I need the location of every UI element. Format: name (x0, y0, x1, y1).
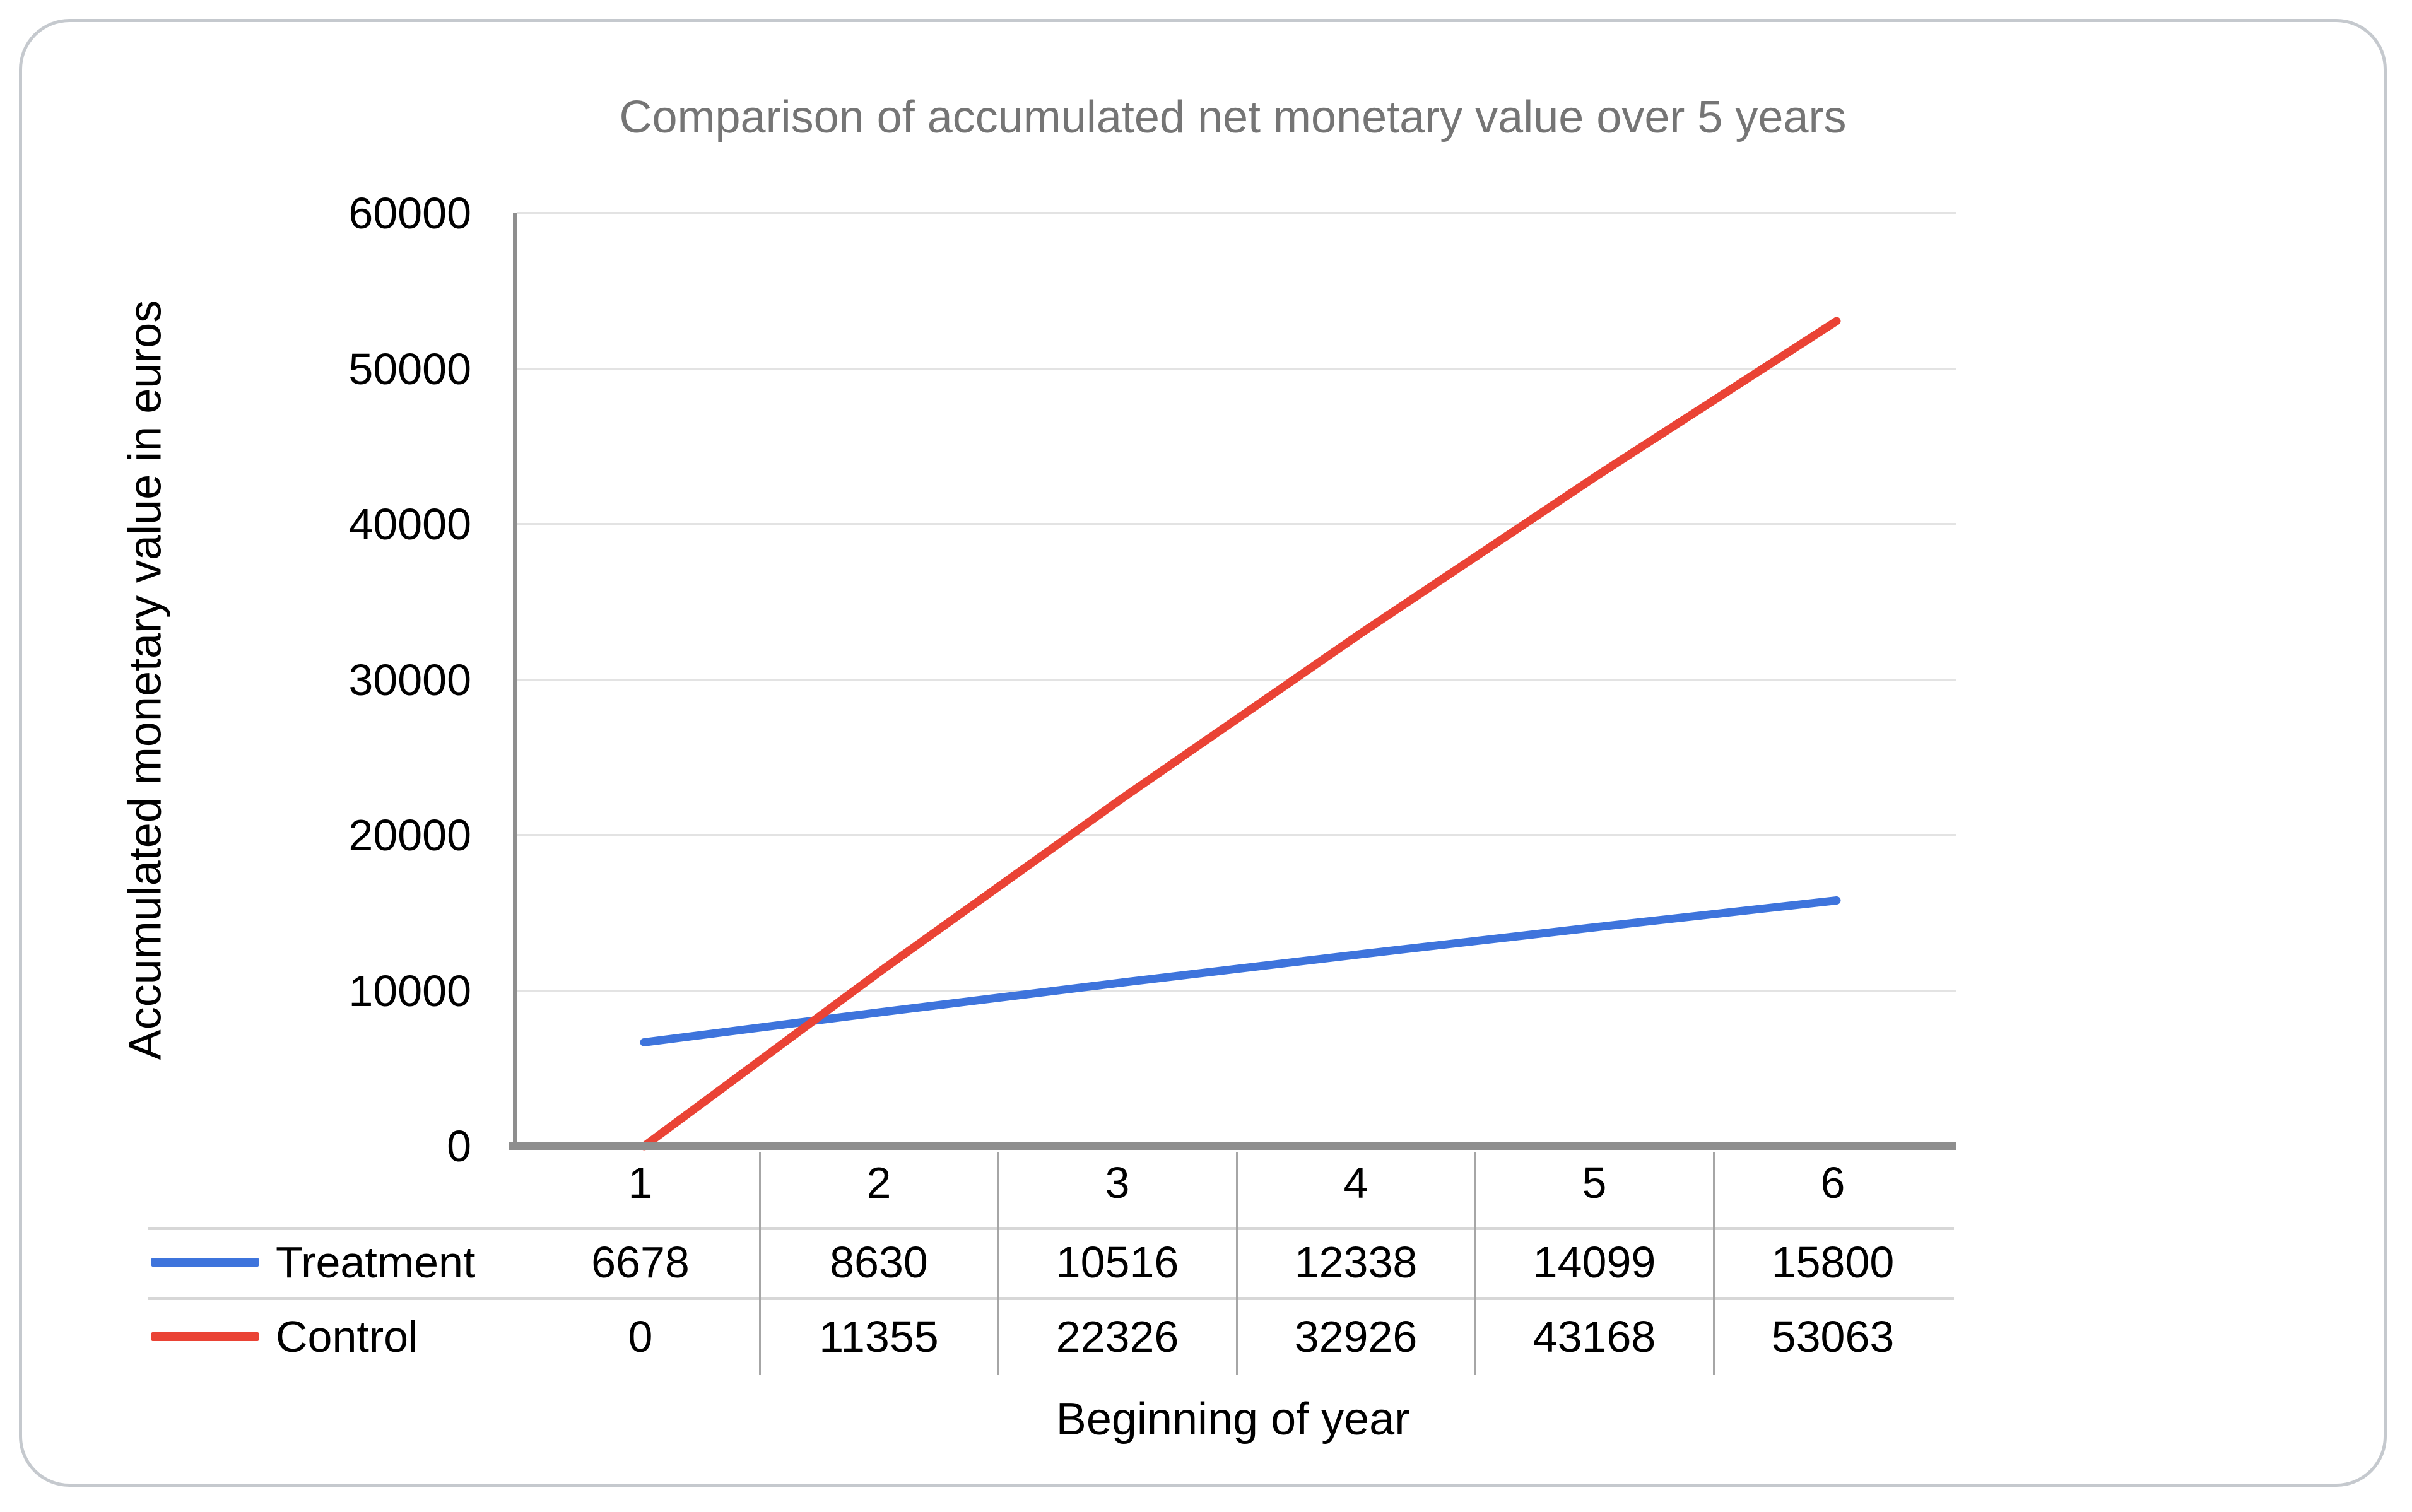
table-cell-control-year2: 11355 (819, 1312, 939, 1361)
table-cell-treatment-year3: 10516 (1056, 1238, 1179, 1287)
x-axis-title: Beginning of year (1056, 1394, 1410, 1445)
gridline-30000 (517, 678, 1956, 681)
x-axis-line (509, 1142, 1956, 1150)
table-row-swatch-control (151, 1332, 259, 1341)
y-axis-title-text: Accumulated monetary value in euros (120, 300, 171, 1060)
gridline-60000 (517, 212, 1956, 214)
chart-card: Comparison of accumulated net monetary v… (19, 19, 2387, 1487)
y-tick-label-10000: 10000 (348, 966, 471, 1016)
table-cell-control-year5: 43168 (1533, 1312, 1656, 1361)
table-column-separator (759, 1152, 761, 1375)
table-row-separator (148, 1297, 1954, 1300)
y-tick-label-40000: 40000 (348, 500, 471, 549)
table-column-separator (997, 1152, 999, 1375)
table-cell-treatment-year2: 8630 (830, 1238, 928, 1287)
gridline-20000 (517, 834, 1956, 836)
x-tick-label-4: 4 (1343, 1158, 1368, 1207)
table-cell-treatment-year5: 14099 (1533, 1238, 1656, 1287)
y-tick-label-0: 0 (447, 1122, 471, 1171)
plot-svg (640, 317, 1841, 1151)
x-tick-label-5: 5 (1582, 1158, 1607, 1207)
gridline-10000 (517, 989, 1956, 992)
x-tick-label-3: 3 (1105, 1158, 1130, 1207)
y-tick-label-20000: 20000 (348, 811, 471, 860)
series-line-treatment (640, 896, 1841, 1046)
y-tick-label-30000: 30000 (348, 655, 471, 705)
chart-title: Comparison of accumulated net monetary v… (619, 92, 1847, 143)
table-cell-control-year4: 32926 (1294, 1312, 1418, 1361)
x-tick-label-1: 1 (628, 1158, 653, 1207)
gridline-40000 (517, 523, 1956, 525)
table-row-separator (148, 1227, 1954, 1230)
x-tick-label-6: 6 (1820, 1158, 1845, 1207)
table-row-label-treatment: Treatment (276, 1238, 476, 1287)
table-column-separator (1474, 1152, 1476, 1375)
table-row-swatch-treatment (151, 1258, 259, 1267)
series-line-control (640, 317, 1841, 1151)
table-row-label-control: Control (276, 1312, 418, 1361)
table-cell-control-year1: 0 (628, 1312, 653, 1361)
table-cell-control-year3: 22326 (1056, 1312, 1179, 1361)
y-axis-title: Accumulated monetary value in euros (117, 213, 174, 1146)
x-tick-label-2: 2 (866, 1158, 891, 1207)
table-cell-treatment-year6: 15800 (1771, 1238, 1895, 1287)
table-cell-treatment-year1: 6678 (591, 1238, 690, 1287)
gridline-50000 (517, 367, 1956, 370)
table-cell-control-year6: 53063 (1771, 1312, 1895, 1361)
table-column-separator (1713, 1152, 1715, 1375)
y-tick-label-50000: 50000 (348, 344, 471, 394)
table-column-separator (1236, 1152, 1238, 1375)
y-tick-label-60000: 60000 (348, 189, 471, 238)
plot-area (513, 212, 1956, 1151)
table-cell-treatment-year4: 12338 (1294, 1238, 1418, 1287)
